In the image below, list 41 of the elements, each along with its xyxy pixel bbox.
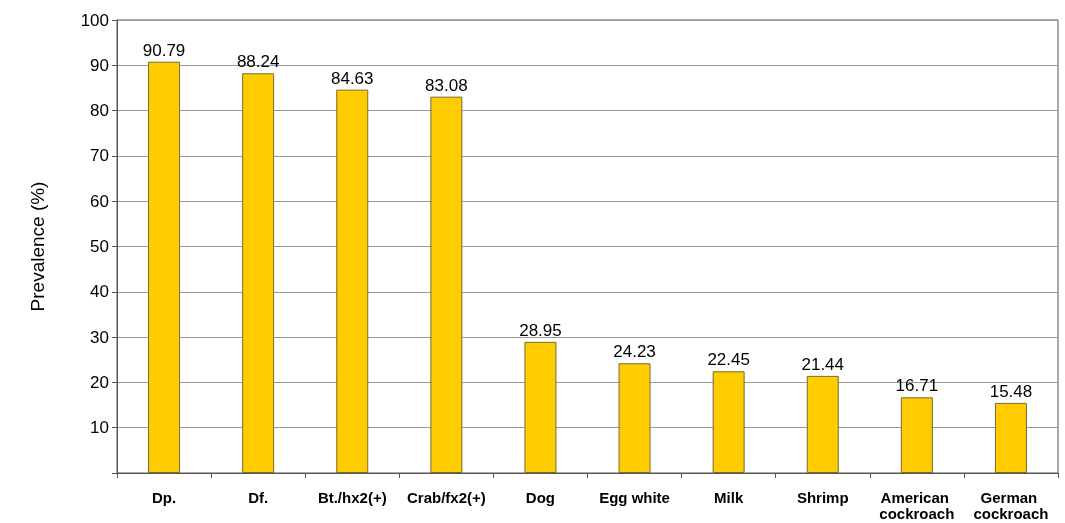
y-tick-label: 30 [90,327,109,347]
data-label: 90.79 [142,40,186,60]
y-tick-label: 60 [90,191,109,211]
bar [994,402,1027,473]
bar [148,61,181,473]
data-label: 21.44 [801,354,845,374]
data-label: 15.48 [989,381,1033,401]
x-tick-label: Shrimp [796,488,849,506]
data-label: 84.63 [330,68,374,88]
x-tick-label: Bt./hx2(+) [317,488,387,506]
bar [712,371,745,473]
y-axis-title: Prevalence (%) [27,181,48,312]
x-tick-label: German cockroach [973,488,1049,522]
bar [336,89,369,473]
data-label: 88.24 [236,52,280,72]
data-label: 16.71 [895,376,939,396]
y-tick-label: 100 [80,10,109,30]
x-tick-label: Egg white [599,488,670,506]
y-tick-label: 70 [90,146,109,166]
bar [806,375,839,473]
x-tick-label: Crab/fx2(+) [406,488,486,506]
x-tick-label: Milk [714,488,744,506]
x-tick-label: Df. [248,488,269,506]
bar [900,397,933,473]
x-tick-label: Dog [525,488,556,506]
y-tick-label: 50 [90,237,109,256]
y-tick-label: 10 [90,418,109,438]
y-tick-label: 20 [90,372,109,392]
data-label: 22.45 [707,350,750,370]
data-label: 24.23 [613,342,656,362]
y-tick-label: 40 [90,282,109,302]
x-tick-label: Dp. [151,488,177,506]
bar [524,341,557,473]
y-tick-label: 80 [90,101,109,121]
bar [618,363,651,473]
data-label: 28.95 [519,320,562,340]
y-tick-label: 90 [90,55,109,75]
bar [242,73,275,473]
bar [430,96,463,473]
x-tick-label: American cockroach [879,488,955,522]
data-label: 83.08 [425,75,468,95]
